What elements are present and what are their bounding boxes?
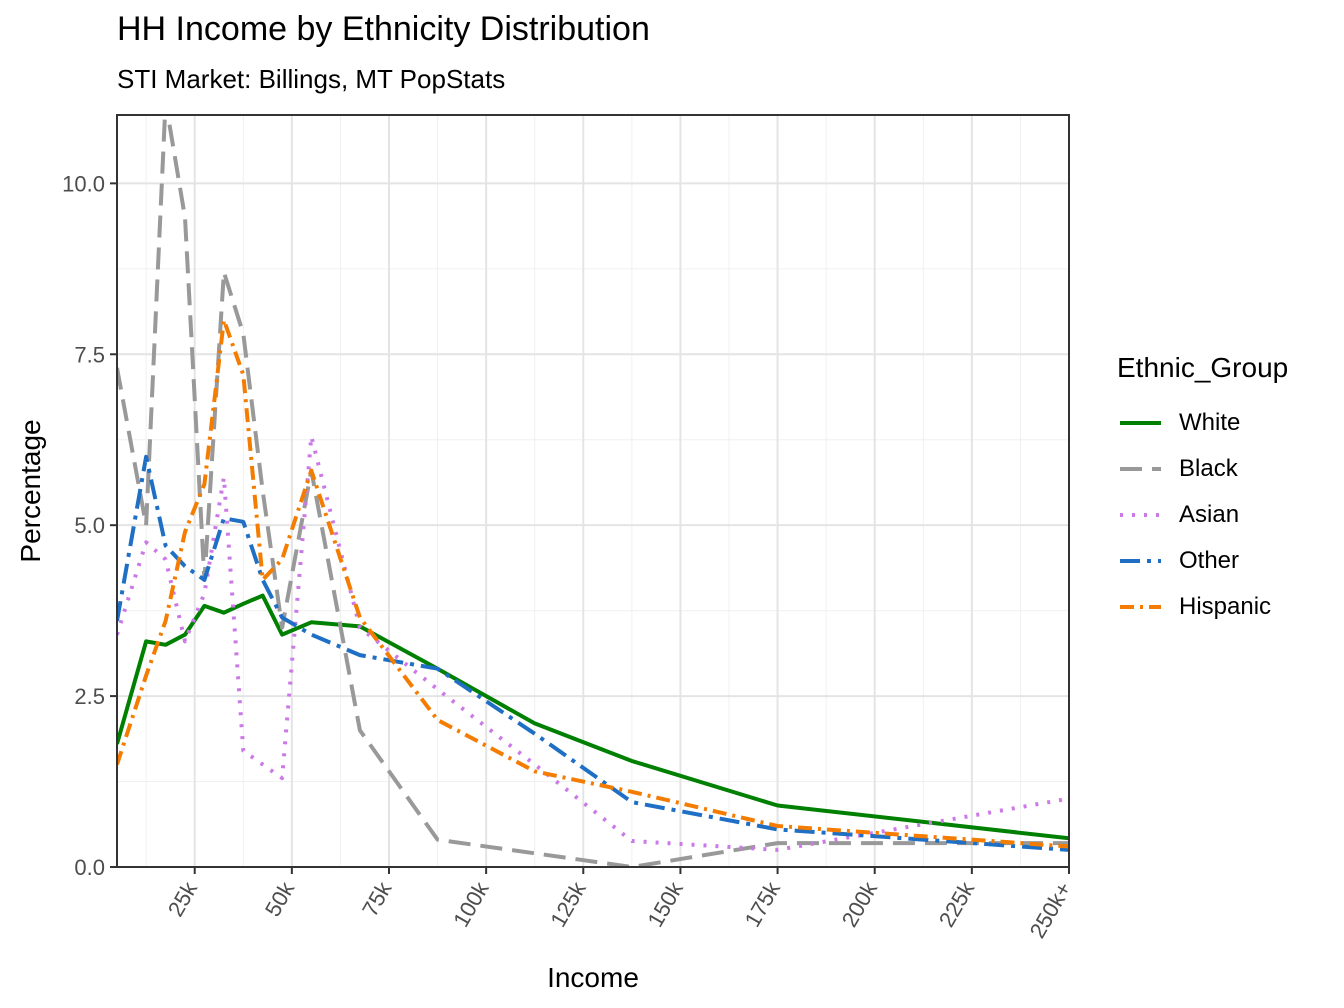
x-tick-label: 175k [740,877,786,932]
series-line-black [117,115,1069,867]
series-line-asian [117,434,1069,852]
x-axis-label: Income [547,962,639,993]
legend-key-black [1120,467,1161,471]
legend-item-white: White [1117,405,1337,441]
legend-item-black: Black [1117,451,1337,487]
y-tick-label: 0.0 [74,855,105,880]
y-tick-label: 5.0 [74,513,105,538]
legend-label: White [1179,409,1241,436]
series-line-other [117,454,1069,852]
chart-title: HH Income by Ethnicity Distribution [117,10,650,48]
y-tick-label: 7.5 [74,342,105,367]
plot-panel-border [116,114,1070,868]
x-tick-label: 25k [163,877,203,921]
legend-key-white [1120,421,1161,425]
series-line-hispanic [117,318,1069,849]
x-tick-label: 225k [934,877,980,932]
axes: 0.0 2.5 5.0 7.5 10.0 25k 50k 75k 100k 125k 150k 175… [62,171,1076,942]
x-tick-label: 75k [357,877,397,921]
legend-item-asian: Asian [1117,497,1337,533]
y-tick-label: 2.5 [74,684,105,709]
legend-title: Ethnic_Group [1117,352,1289,383]
legend-key-other [1120,559,1161,563]
series-line-white [117,593,1069,841]
legend-item-hispanic: Hispanic [1117,589,1337,625]
legend-label: Other [1179,547,1240,574]
legend-item-other: Other [1117,543,1337,579]
legend-label: Hispanic [1179,593,1272,620]
x-tick-label: 250k+ [1025,877,1077,942]
legend-key-asian [1120,513,1161,517]
x-tick-label: 50k [260,877,300,921]
legend-label: Asian [1179,501,1240,528]
y-tick-label: 10.0 [62,171,105,196]
grid-lines [117,115,1070,868]
x-tick-label: 100k [448,877,494,932]
y-axis-label: Percentage [15,419,46,562]
x-tick-label: 150k [642,877,688,932]
series-lines [117,115,1069,867]
chart-subtitle: STI Market: Billings, MT PopStats [117,64,506,94]
x-tick-label: 125k [545,877,591,932]
legend-label: Black [1179,455,1238,482]
legend-key-hispanic [1120,605,1161,609]
x-tick-label: 200k [837,877,883,932]
